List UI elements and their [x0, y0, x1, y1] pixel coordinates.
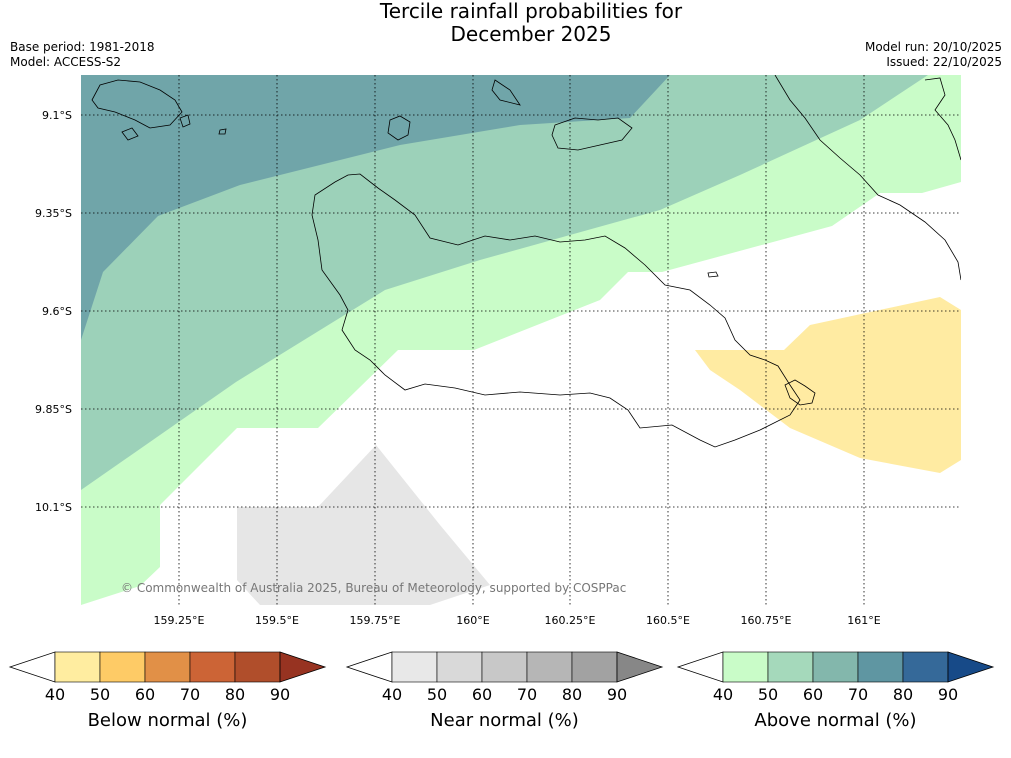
map-title: Tercile rainfall probabilities for Decem… [0, 0, 1011, 46]
colorbar-below-segment [189, 651, 236, 683]
colorbar-near-segment [571, 651, 618, 683]
malaita-coastline [491, 79, 521, 106]
issued-text: Issued: 22/10/2025 [886, 55, 1002, 69]
colorbar-above-segment [767, 651, 814, 683]
meta-right: Model run: 20/10/2025 Issued: 22/10/2025 [865, 40, 1002, 70]
lat-label-3: 9.6°S [42, 305, 72, 318]
colorbar-near-tick-label: 60 [472, 685, 492, 704]
islet-1 [121, 127, 139, 141]
islet-4 [707, 271, 719, 278]
colorbar-above-low-extension [676, 651, 724, 683]
colorbar-below-segment [144, 651, 191, 683]
model-run-text: Model run: 20/10/2025 [864, 40, 1002, 54]
probability-fields [81, 75, 961, 605]
colorbar-near-normal: 40 50 60 70 80 90 Near normal (%) [345, 651, 664, 731]
east-island-coastline [924, 77, 961, 161]
colorbar-above-segment [857, 651, 904, 683]
colorbar-near-segment [436, 651, 483, 683]
lon-label-2: 159.5°E [255, 614, 299, 627]
lat-label-5: 10.1°S [35, 501, 72, 514]
lon-label-4: 160°E [456, 614, 489, 627]
lat-label-4: 9.85°S [35, 403, 72, 416]
above-normal-60-region [81, 75, 928, 490]
colorbar-above-tick-label: 90 [938, 685, 958, 704]
above-normal-70-region [81, 75, 670, 340]
colorbar-below-low-extension [8, 651, 56, 683]
colorbar-below-segment [54, 651, 101, 683]
colorbar-above-tick-label: 80 [893, 685, 913, 704]
colorbar-near-segment [391, 651, 438, 683]
makira-coastline [774, 75, 961, 281]
latitude-labels: 9.1°S 9.35°S 9.6°S 9.85°S 10.1°S [35, 109, 72, 514]
florida-islands-coastline [551, 117, 633, 151]
coastlines [91, 75, 961, 448]
near-normal-50-region [237, 445, 490, 605]
title-line-1: Tercile rainfall probabilities for [379, 0, 683, 23]
lat-label-2: 9.35°S [35, 207, 72, 220]
colorbar-near-tick-label: 70 [517, 685, 537, 704]
colorbar-near-low-extension [345, 651, 393, 683]
colorbar-near-tick-label: 50 [427, 685, 447, 704]
colorbar-above-high-extension [947, 651, 995, 683]
marau-islets [784, 379, 816, 406]
colorbar-below-high-extension [279, 651, 327, 683]
colorbar-near-tick-label: 80 [562, 685, 582, 704]
colorbar-below-tick-label: 50 [90, 685, 110, 704]
colorbar-below-tick-label: 40 [45, 685, 65, 704]
base-period-text: Base period: 1981-2018 [10, 40, 155, 54]
colorbar-below-tick-label: 90 [270, 685, 290, 704]
lon-label-5: 160.25°E [545, 614, 596, 627]
colorbar-above-segment [812, 651, 859, 683]
colorbar-above-tick-label: 60 [803, 685, 823, 704]
lon-label-1: 159.25°E [154, 614, 205, 627]
lon-label-6: 160.5°E [646, 614, 690, 627]
lon-label-3: 159.75°E [350, 614, 401, 627]
colorbar-below-normal: 40 50 60 70 80 90 Below normal (%) [8, 651, 327, 731]
copyright-text: © Commonwealth of Australia 2025, Bureau… [121, 581, 626, 595]
colorbar-above-normal: 40 50 60 70 80 90 Above normal (%) [676, 651, 995, 731]
colorbar-above-segment [902, 651, 949, 683]
colorbar-below-tick-label: 70 [180, 685, 200, 704]
islet-3 [218, 128, 227, 135]
colorbar-above-title: Above normal (%) [754, 710, 916, 731]
guadalcanal-coastline [311, 173, 801, 448]
colorbar-above-tick-label: 40 [713, 685, 733, 704]
colorbar-below-title: Below normal (%) [88, 710, 248, 731]
russell-islands-coastline [91, 79, 183, 129]
colorbar-near-tick-label: 40 [382, 685, 402, 704]
colorbar-above-tick-label: 70 [848, 685, 868, 704]
colorbar-near-high-extension [616, 651, 664, 683]
colorbar-below-tick-label: 60 [135, 685, 155, 704]
lat-label-1: 9.1°S [42, 109, 72, 122]
title-line-2: December 2025 [450, 22, 612, 46]
colorbar-near-segment [526, 651, 573, 683]
colorbar-below-segment [99, 651, 146, 683]
lon-label-8: 161°E [847, 614, 880, 627]
colorbar-below-tick-label: 80 [225, 685, 245, 704]
longitude-labels: 159.25°E 159.5°E 159.75°E 160°E 160.25°E… [154, 614, 881, 627]
colorbar-near-segment [481, 651, 528, 683]
colorbar-near-title: Near normal (%) [430, 710, 579, 731]
meta-left: Base period: 1981-2018 Model: ACCESS-S2 [10, 40, 155, 70]
colorbar-below-segment [234, 651, 281, 683]
colorbar-above-tick-label: 50 [758, 685, 778, 704]
below-normal-50-region [695, 297, 961, 473]
colorbar-near-tick-label: 90 [607, 685, 627, 704]
gridlines [81, 75, 961, 605]
model-text: Model: ACCESS-S2 [10, 55, 122, 69]
savo-island-coastline [387, 115, 411, 141]
colorbar-above-segment [722, 651, 769, 683]
lon-label-7: 160.75°E [741, 614, 792, 627]
islet-2 [179, 114, 191, 128]
